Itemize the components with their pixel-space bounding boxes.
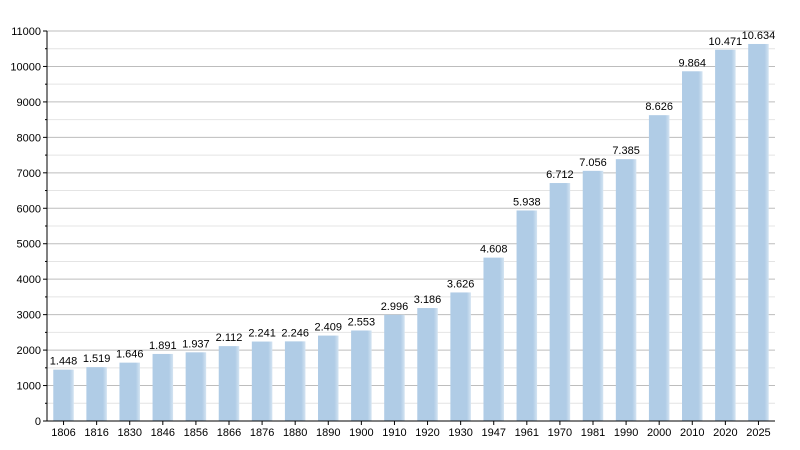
data-label-1910: 2.996 [381,301,409,313]
data-label-1806: 1.448 [50,356,78,368]
bars-layer [53,43,769,421]
y-tick-label-6000: 6000 [17,203,41,215]
axes-layer [43,30,775,425]
data-label-1830: 1.646 [116,349,144,361]
x-tick-label-1990: 1990 [614,427,638,439]
y-tick-label-2000: 2000 [17,345,41,357]
x-tick-label-1876: 1876 [250,427,274,439]
data-label-1947: 4.608 [480,244,508,256]
data-label-1876: 2.241 [248,328,276,340]
data-label-1990: 7.385 [612,145,640,157]
bar-1910 [384,314,405,421]
data-label-1970: 6.712 [546,169,574,181]
bar-1970 [549,183,571,421]
x-tick-label-1910: 1910 [382,427,406,439]
x-tick-label-1846: 1846 [151,427,175,439]
x-tick-label-2010: 2010 [680,427,704,439]
data-label-1866: 2.112 [216,332,243,344]
x-tick-label-1856: 1856 [184,427,208,439]
data-label-1920: 3.186 [414,294,442,306]
x-tick-label-2020: 2020 [713,427,737,439]
bar-1900 [351,330,372,421]
data-label-1856: 1.937 [182,338,210,350]
data-label-1900: 2.553 [348,316,376,328]
x-tick-label-1830: 1830 [117,427,141,439]
y-tick-label-10000: 10000 [10,61,41,73]
y-tick-label-3000: 3000 [17,310,41,322]
data-label-1890: 2.409 [315,322,343,334]
data-label-1930: 3.626 [447,278,475,290]
data-label-2020: 10.471 [709,36,743,48]
x-tick-label-1947: 1947 [481,427,505,439]
x-tick-label-1806: 1806 [51,427,75,439]
x-tick-label-1816: 1816 [84,427,108,439]
y-tick-label-4000: 4000 [17,274,41,286]
y-tick-label-0: 0 [35,416,41,428]
bar-2010 [682,71,703,421]
bar-2025 [748,43,769,421]
data-label-2025: 10.634 [742,30,776,42]
y-tick-label-7000: 7000 [17,168,41,180]
y-tick-label-1000: 1000 [17,381,41,393]
data-label-1880: 2.246 [281,327,309,339]
y-tick-label-8000: 8000 [17,132,41,144]
x-tick-label-1880: 1880 [283,427,307,439]
bar-1830 [119,362,140,421]
bar-1816 [86,367,107,421]
bar-1890 [318,335,339,421]
x-tick-label-2000: 2000 [647,427,671,439]
bar-1866 [218,346,240,421]
data-label-1816: 1.519 [83,353,111,365]
bar-1990 [615,159,637,421]
x-tick-label-1900: 1900 [349,427,373,439]
x-tick-label-1981: 1981 [581,427,605,439]
bar-1806 [53,369,74,421]
data-label-1846: 1.891 [149,340,177,352]
bar-1947 [483,257,504,421]
bar-2020 [715,49,736,421]
labels-layer: 1.448 1806 1.519 1816 1.646 1830 1.891 1846 1.93… [10,26,775,439]
bar-1846 [152,353,174,421]
x-tick-label-1970: 1970 [548,427,572,439]
bar-1876 [251,341,273,421]
x-tick-label-1961: 1961 [515,427,539,439]
x-tick-label-1930: 1930 [448,427,472,439]
bar-1981 [582,170,604,421]
data-label-1981: 7.056 [579,157,607,169]
data-label-1961: 5.938 [513,196,541,208]
y-tick-label-9000: 9000 [17,97,41,109]
bar-2000 [648,115,670,421]
bar-1856 [185,352,207,421]
data-label-2010: 9.864 [679,57,707,69]
x-tick-label-1890: 1890 [316,427,340,439]
y-tick-label-11000: 11000 [11,26,41,38]
data-label-2000: 8.626 [645,101,673,113]
x-tick-label-1866: 1866 [217,427,241,439]
bar-1961 [516,210,538,421]
y-tick-label-5000: 5000 [17,239,41,251]
bar-1930 [450,292,471,421]
bar-1880 [284,341,306,421]
x-tick-label-2025: 2025 [746,427,770,439]
x-tick-label-1920: 1920 [415,427,439,439]
bar-1920 [417,308,438,421]
